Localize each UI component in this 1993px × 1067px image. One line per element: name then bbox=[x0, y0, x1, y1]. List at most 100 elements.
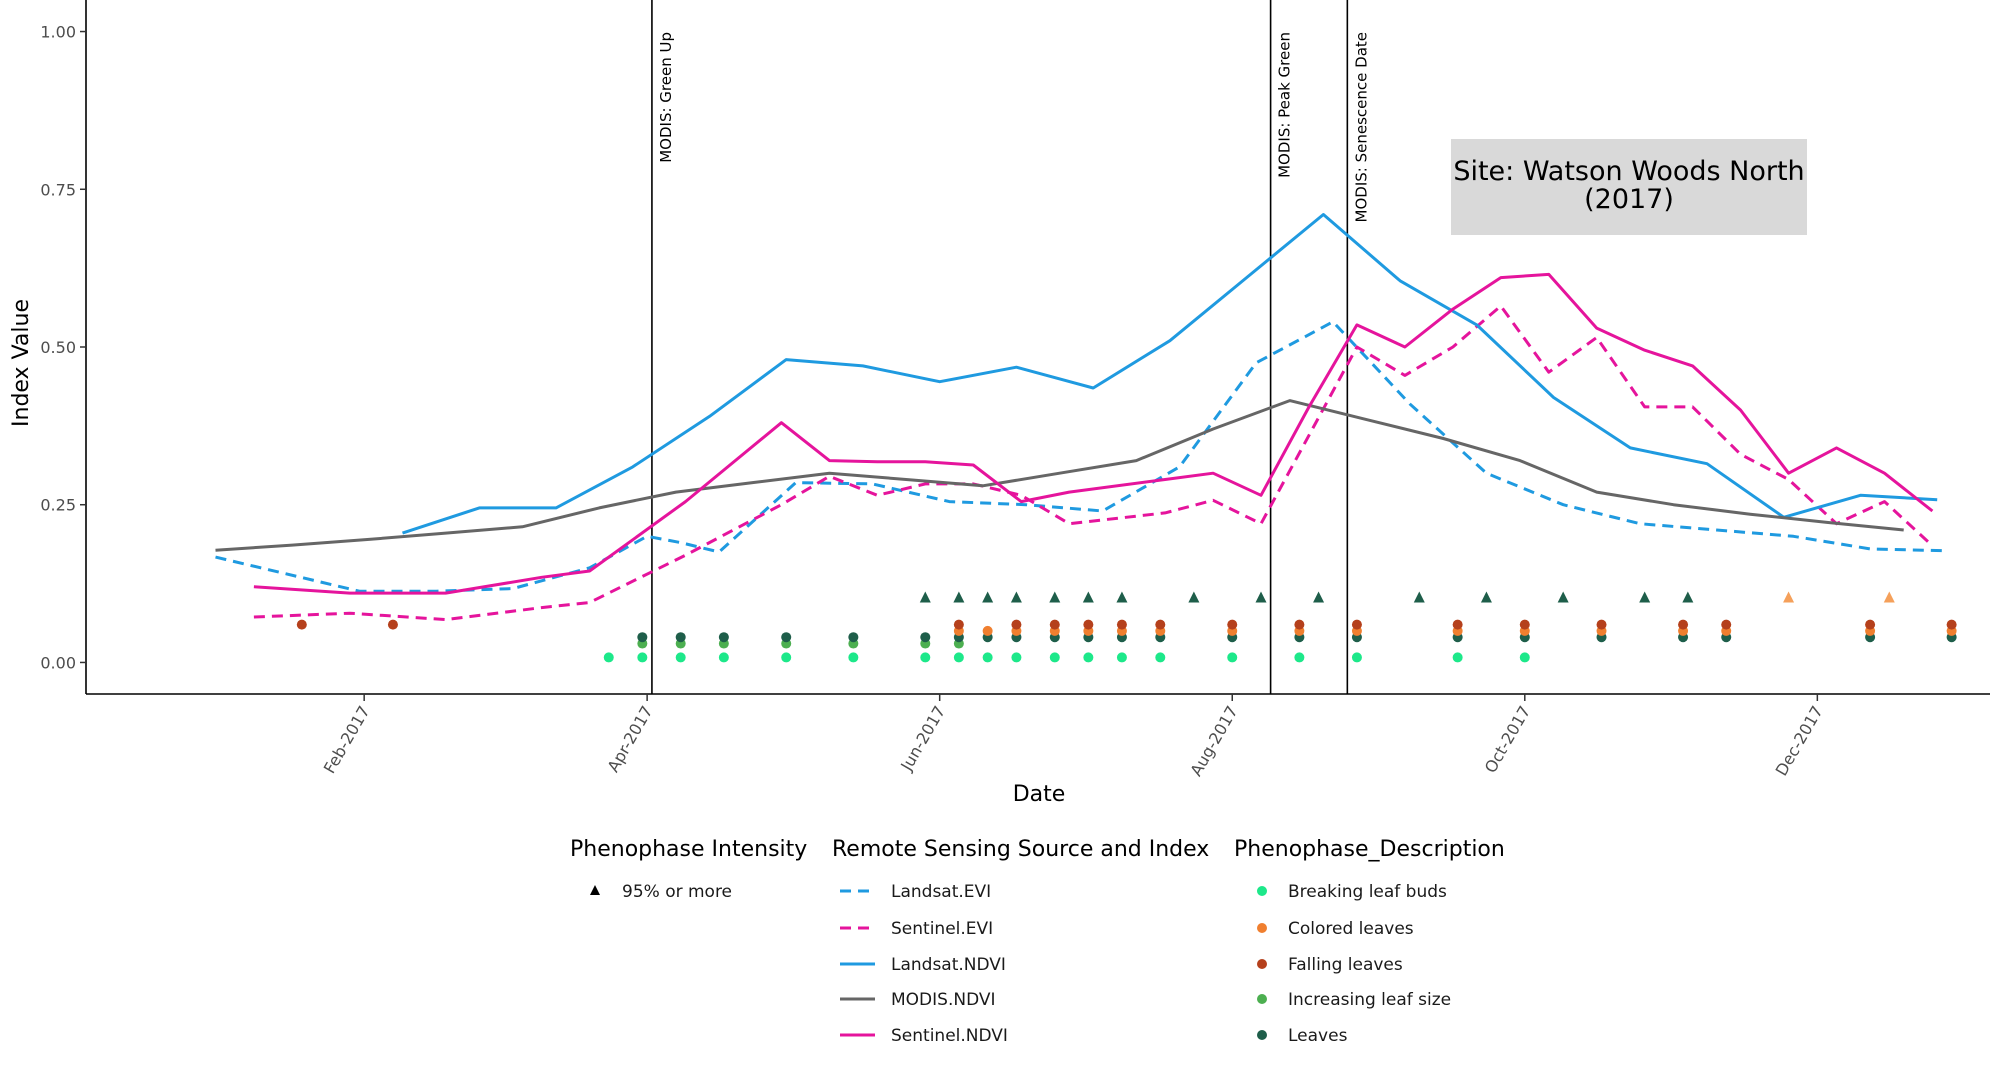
intensity-triangle bbox=[1557, 591, 1569, 603]
series-lines bbox=[215, 213, 1947, 622]
y-tick-label: 0.50 bbox=[40, 338, 76, 357]
legend-item-label: Sentinel.NDVI bbox=[891, 1026, 1008, 1046]
legend-item-label: Increasing leaf size bbox=[1288, 990, 1451, 1010]
intensity-triangle bbox=[982, 591, 994, 603]
legend-item-label: Landsat.EVI bbox=[891, 882, 991, 902]
intensity-triangle bbox=[919, 591, 931, 603]
point-leaves bbox=[675, 632, 686, 643]
intensity-triangle bbox=[1783, 591, 1795, 603]
point-breaking-leaf-buds bbox=[1452, 652, 1463, 663]
intensity-triangle bbox=[953, 591, 965, 603]
axes bbox=[85, 0, 1990, 695]
series-line-sentinel-ndvi bbox=[253, 272, 1934, 595]
y-tick-label: 1.00 bbox=[40, 23, 76, 42]
x-axis-title: Date bbox=[1013, 782, 1066, 807]
intensity-triangle bbox=[1313, 591, 1325, 603]
x-tick-label: Jun-2017 bbox=[896, 703, 949, 775]
point-breaking-leaf-buds bbox=[920, 652, 931, 663]
point-leaves bbox=[718, 632, 729, 643]
point-breaking-leaf-buds bbox=[1351, 652, 1362, 663]
intensity-triangle bbox=[1082, 591, 1094, 603]
y-tick-label: 0.00 bbox=[40, 653, 76, 672]
point-breaking-leaf-buds bbox=[1519, 652, 1530, 663]
legend-key-dot bbox=[1257, 1030, 1267, 1040]
point-falling-leaves bbox=[387, 619, 398, 630]
legend-key-dot bbox=[1257, 994, 1267, 1004]
x-tick-label: Oct-2017 bbox=[1481, 703, 1535, 777]
point-falling-leaves bbox=[1721, 619, 1732, 630]
point-falling-leaves bbox=[1596, 619, 1607, 630]
x-tick-label: Aug-2017 bbox=[1186, 703, 1241, 780]
point-leaves bbox=[781, 632, 792, 643]
series-line-sentinel-evi bbox=[253, 304, 1934, 622]
y-axis-title: Index Value bbox=[9, 299, 34, 427]
reference-line-label: MODIS: Green Up bbox=[657, 32, 675, 163]
y-tick-label: 0.75 bbox=[40, 180, 76, 199]
legend-key-triangle bbox=[590, 885, 600, 895]
x-tick-label: Dec-2017 bbox=[1772, 703, 1827, 780]
reference-line-label: MODIS: Peak Green bbox=[1276, 32, 1294, 178]
legend-title: Phenophase_Description bbox=[1234, 837, 1505, 862]
point-falling-leaves bbox=[1865, 619, 1876, 630]
legend: Phenophase Intensity 95% or more Remote Se… bbox=[570, 837, 1505, 1046]
point-breaking-leaf-buds bbox=[953, 652, 964, 663]
point-falling-leaves bbox=[953, 619, 964, 630]
point-breaking-leaf-buds bbox=[848, 652, 859, 663]
point-falling-leaves bbox=[1946, 619, 1957, 630]
intensity-triangle bbox=[1413, 591, 1425, 603]
intensity-triangle bbox=[1049, 591, 1061, 603]
point-falling-leaves bbox=[1011, 619, 1022, 630]
site-label-box: Site: Watson Woods North (2017) bbox=[1451, 139, 1807, 235]
point-breaking-leaf-buds bbox=[603, 652, 614, 663]
point-breaking-leaf-buds bbox=[1116, 652, 1127, 663]
y-ticks: 0.00 0.25 0.50 0.75 1.00 bbox=[40, 23, 86, 672]
point-falling-leaves bbox=[296, 619, 307, 630]
point-falling-leaves bbox=[1049, 619, 1060, 630]
legend-item-label: Sentinel.EVI bbox=[891, 919, 993, 939]
intensity-triangle bbox=[1883, 591, 1895, 603]
point-breaking-leaf-buds bbox=[1049, 652, 1060, 663]
site-label-line-1: Site: Watson Woods North bbox=[1453, 156, 1804, 187]
reference-line-label: MODIS: Senescence Date bbox=[1352, 32, 1370, 222]
legend-item-label: MODIS.NDVI bbox=[891, 990, 996, 1010]
series-line-modis-ndvi bbox=[215, 399, 1904, 552]
point-breaking-leaf-buds bbox=[637, 652, 648, 663]
point-breaking-leaf-buds bbox=[675, 652, 686, 663]
legend-item-label: Leaves bbox=[1288, 1026, 1348, 1046]
y-tick-label: 0.25 bbox=[40, 496, 76, 515]
x-ticks: Feb-2017 Apr-2017 Jun-2017 Aug-2017 Oct-2017… bbox=[320, 694, 1827, 779]
point-breaking-leaf-buds bbox=[1155, 652, 1166, 663]
intensity-triangle bbox=[1010, 591, 1022, 603]
point-leaves bbox=[848, 632, 859, 643]
x-tick-label: Feb-2017 bbox=[320, 703, 374, 777]
point-breaking-leaf-buds bbox=[1011, 652, 1022, 663]
point-breaking-leaf-buds bbox=[1227, 652, 1238, 663]
legend-title: Phenophase Intensity bbox=[570, 837, 807, 862]
point-falling-leaves bbox=[1519, 619, 1530, 630]
point-falling-leaves bbox=[1083, 619, 1094, 630]
intensity-triangle bbox=[1480, 591, 1492, 603]
site-label-line-2: (2017) bbox=[1584, 184, 1674, 215]
legend-key-dot bbox=[1257, 886, 1267, 896]
point-falling-leaves bbox=[1155, 619, 1166, 630]
point-colored-leaves bbox=[982, 625, 993, 636]
legend-key-dot bbox=[1257, 923, 1267, 933]
point-leaves bbox=[920, 632, 931, 643]
point-falling-leaves bbox=[1294, 619, 1305, 630]
point-falling-leaves bbox=[1678, 619, 1689, 630]
point-falling-leaves bbox=[1116, 619, 1127, 630]
legend-title: Remote Sensing Source and Index bbox=[832, 837, 1209, 862]
legend-item-label: Breaking leaf buds bbox=[1288, 882, 1447, 902]
legend-item-label: Falling leaves bbox=[1288, 955, 1403, 975]
intensity-triangle bbox=[1639, 591, 1651, 603]
series-line-landsat-ndvi bbox=[402, 213, 1938, 535]
x-tick-label: Apr-2017 bbox=[604, 703, 657, 776]
series-line-landsat-evi bbox=[215, 320, 1947, 593]
point-breaking-leaf-buds bbox=[1083, 652, 1094, 663]
legend-key-dot bbox=[1257, 959, 1267, 969]
point-leaves bbox=[637, 632, 648, 643]
legend-item-label: 95% or more bbox=[622, 882, 732, 902]
point-breaking-leaf-buds bbox=[718, 652, 729, 663]
legend-item-label: Landsat.NDVI bbox=[891, 955, 1006, 975]
